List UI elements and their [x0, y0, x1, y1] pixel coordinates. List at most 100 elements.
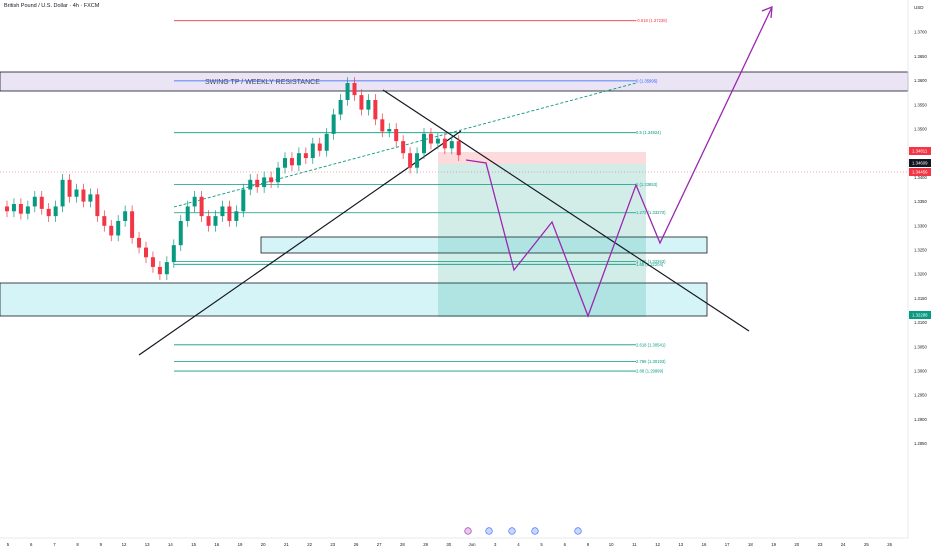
candle-body: [199, 196, 204, 217]
candle-body: [171, 245, 176, 263]
event-marker-icon: [485, 527, 493, 535]
price-tag: [909, 147, 931, 155]
x-tick-label: 19: [771, 542, 776, 547]
x-tick-label: 28: [400, 542, 405, 547]
demand-zone-upper: [260, 236, 708, 254]
x-tick-label: 8: [76, 542, 79, 547]
x-tick-label: 20: [794, 542, 799, 547]
candle-body: [262, 177, 267, 188]
x-tick-label: 7: [53, 542, 56, 547]
candle-body: [144, 247, 148, 258]
candle-body: [283, 158, 287, 168]
target-box: [438, 164, 646, 317]
candle-body: [137, 237, 142, 248]
x-tick-label: 10: [609, 542, 614, 547]
chart-title: British Pound / U.S. Dollar · 4h · FXCM: [4, 3, 100, 9]
x-tick-label: 23: [818, 542, 823, 547]
x-tick-label: 11: [632, 542, 637, 547]
x-tick-label: 12: [122, 542, 127, 547]
descending-trendline: [382, 89, 750, 332]
event-marker-icon: [531, 527, 539, 535]
fib-label: 1.272 (1.33270): [636, 210, 666, 215]
x-tick-label: 16: [702, 542, 707, 547]
y-tick-label: 1.3600: [914, 78, 927, 83]
candle-body: [435, 138, 440, 144]
x-tick-label: 21: [284, 542, 289, 547]
candle-body: [345, 83, 350, 100]
y-tick-label: 1.2950: [914, 393, 927, 398]
candle-body: [303, 153, 308, 159]
candle-body: [241, 189, 246, 212]
demand-zone-lower: [0, 282, 708, 317]
candle-body: [81, 189, 86, 202]
price-tag: [909, 168, 931, 176]
candle-body: [428, 133, 433, 144]
candle-body: [456, 141, 461, 156]
candle-body: [269, 177, 274, 183]
candle-body: [5, 206, 9, 212]
y-tick-label: 1.3100: [914, 320, 927, 325]
candle-body: [422, 133, 426, 154]
candle-body: [95, 194, 100, 217]
candle-body: [67, 179, 72, 197]
candle-body: [109, 225, 114, 236]
candle-body: [11, 204, 16, 212]
x-tick-label: 12: [655, 542, 660, 547]
projection-path: [465, 6, 773, 318]
price-tag-label: 1.34811: [912, 149, 928, 154]
x-tick-label: 13: [678, 542, 683, 547]
x-tick-label: 15: [191, 542, 196, 547]
price-tag-label: 1.34609: [912, 161, 928, 166]
x-tick-label: 30: [446, 542, 451, 547]
y-tick-label: 1.3150: [914, 296, 927, 301]
x-tick-label: 16: [214, 542, 219, 547]
x-tick-label: 26: [354, 542, 359, 547]
candle-body: [352, 83, 357, 96]
candle-body: [213, 216, 218, 226]
resistance-label: SWING TP / WEEKLY RESISTANCE: [205, 79, 320, 86]
candle-body: [116, 220, 121, 236]
price-tag-label: 1.34456: [912, 170, 928, 175]
ascending-trendline: [138, 130, 462, 356]
fib-label: 0.5 (1.34924): [636, 130, 662, 135]
y-tick-label: 1.2900: [914, 417, 927, 422]
x-tick-label: 20: [261, 542, 266, 547]
candle-body: [185, 206, 190, 221]
x-tick-label: 6: [564, 542, 567, 547]
y-tick-label: 1.3650: [914, 54, 927, 59]
candle-body: [150, 257, 155, 267]
candle-body: [39, 196, 44, 209]
candle-body: [248, 179, 253, 190]
fib-label: 2.786 (1.30193): [636, 359, 666, 364]
fib-label: 1 (1.33853): [636, 182, 658, 187]
candle-body: [359, 95, 364, 110]
x-tick-label: 4: [517, 542, 520, 547]
x-tick-label: 9: [587, 542, 590, 547]
fib-label: 0 (1.35995): [636, 78, 658, 83]
candle-body: [276, 167, 281, 183]
y-tick-label: 1.3550: [914, 102, 927, 107]
y-tick-label: 1.3400: [914, 175, 927, 180]
y-tick-label: 1.2850: [914, 441, 927, 446]
candle-body: [18, 204, 23, 214]
x-tick-label: 14: [168, 542, 173, 547]
candle-body: [380, 119, 385, 132]
event-marker-icon: [508, 527, 516, 535]
candle-body: [53, 206, 58, 217]
candle-body: [192, 196, 197, 207]
candle-body: [310, 143, 315, 159]
candle-body: [130, 211, 135, 238]
x-tick-label: 3: [494, 542, 497, 547]
candle-body: [373, 99, 378, 120]
candle-body: [331, 114, 336, 134]
candle-body: [296, 153, 301, 166]
x-tick-label: 5: [7, 542, 10, 547]
candle-body: [255, 179, 260, 188]
candle-body: [234, 211, 239, 221]
fib-label: 2.618 (1.30541): [636, 342, 666, 347]
y-tick-label: 1.3050: [914, 344, 927, 349]
fib-label: 1.786 (1.32263): [636, 259, 666, 264]
y-tick-label: 1.3350: [914, 199, 927, 204]
candle-body: [25, 206, 30, 214]
